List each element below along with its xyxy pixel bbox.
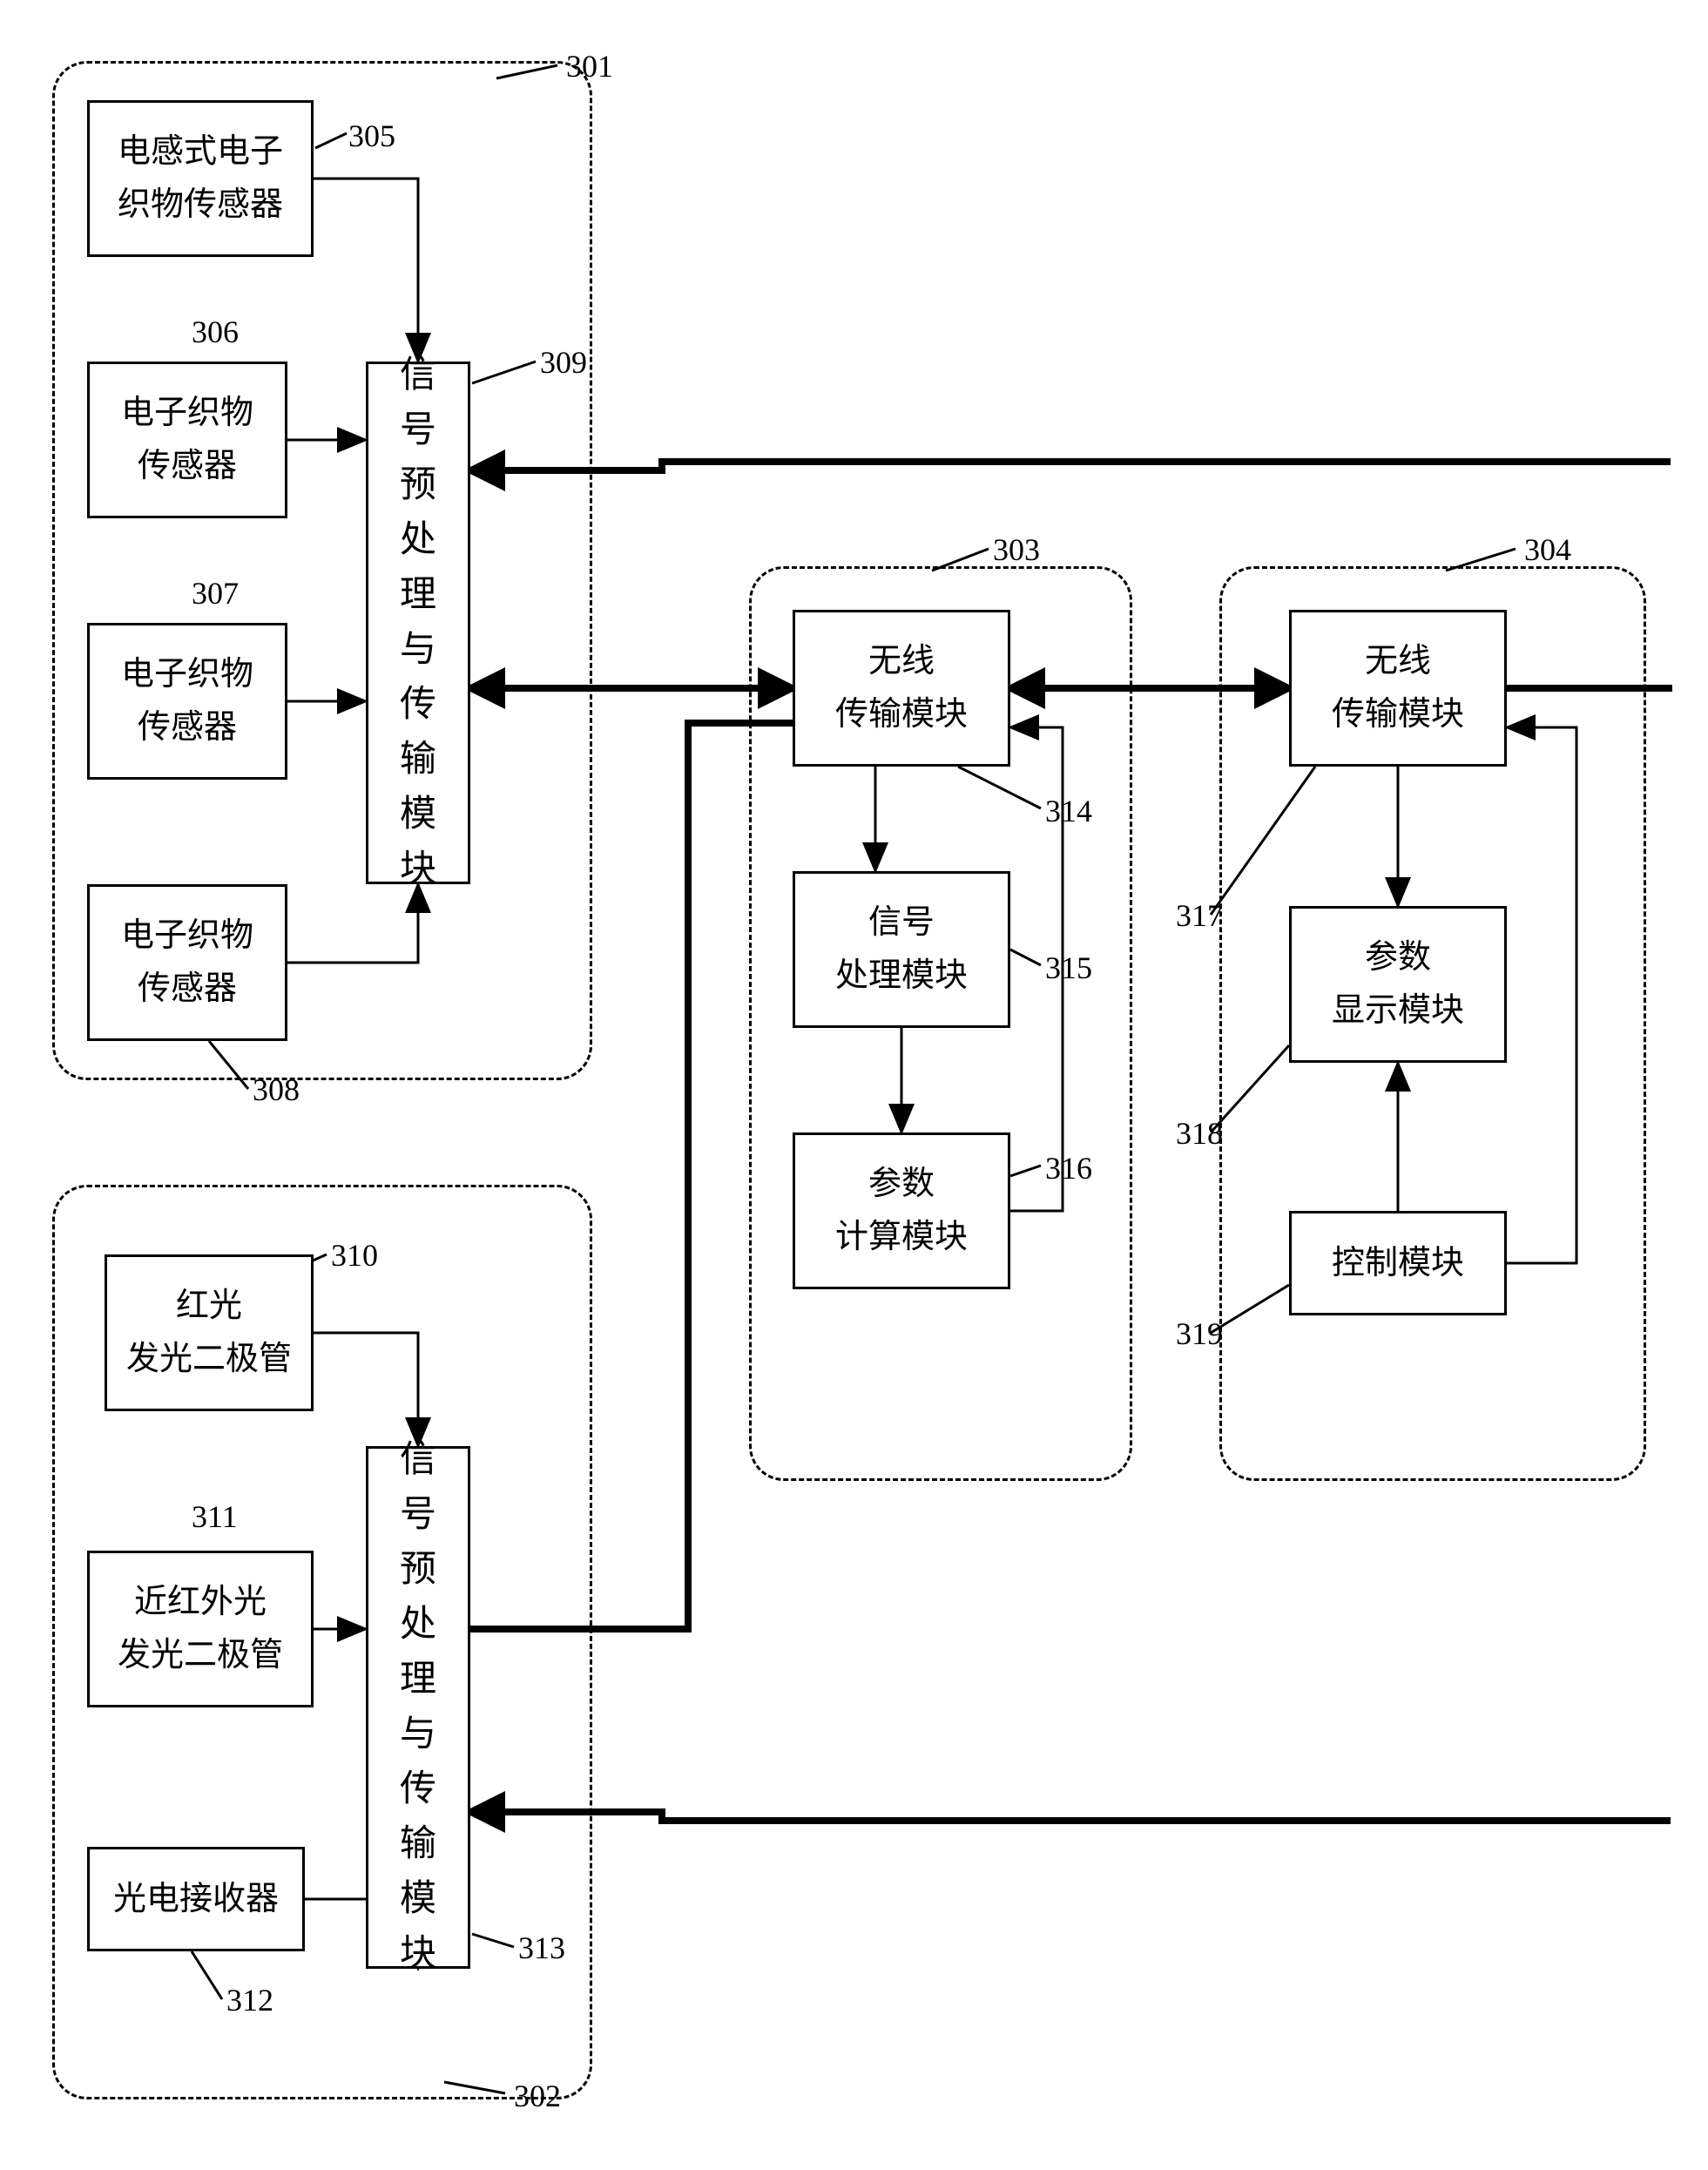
box-b310: 红光发光二极管 (105, 1254, 314, 1411)
vbox-char: 理 (400, 568, 436, 623)
box-line: 传感器 (138, 963, 237, 1016)
box-line: 传输模块 (1332, 688, 1464, 741)
vbox-char: 号 (400, 403, 436, 458)
ref-r309: 309 (540, 344, 587, 381)
box-b307: 电子织物传感器 (87, 623, 287, 780)
box-line: 计算模块 (835, 1211, 968, 1264)
box-b311: 近红外光发光二极管 (87, 1551, 314, 1707)
vbox-char: 处 (400, 1598, 436, 1653)
box-line: 显示模块 (1332, 984, 1464, 1038)
box-line: 处理模块 (835, 950, 968, 1003)
box-b315: 信号处理模块 (793, 871, 1010, 1028)
ref-r317: 317 (1176, 897, 1223, 934)
box-line: 无线 (868, 635, 935, 688)
box-line: 信号 (868, 896, 935, 950)
box-b318: 参数显示模块 (1289, 906, 1507, 1063)
box-line: 红光 (176, 1280, 242, 1333)
ref-r312: 312 (226, 1982, 273, 2018)
vbox-char: 块 (400, 1927, 436, 1982)
box-b306: 电子织物传感器 (87, 362, 287, 518)
box-line: 参数 (1365, 931, 1431, 984)
vbox-char: 传 (400, 1762, 436, 1817)
box-line: 织物传感器 (118, 179, 283, 232)
diagram-canvas: 电感式电子织物传感器电子织物传感器电子织物传感器电子织物传感器红光发光二极管近红… (35, 35, 1672, 2126)
box-line: 传感器 (138, 701, 237, 754)
box-line: 传感器 (138, 440, 237, 493)
vbox-char: 块 (400, 842, 436, 897)
connector (470, 1812, 1671, 1821)
ref-r310: 310 (331, 1237, 378, 1274)
box-line: 光电接收器 (113, 1873, 279, 1926)
box-b317: 无线传输模块 (1289, 610, 1507, 767)
box-b312: 光电接收器 (87, 1847, 305, 1951)
ref-r303: 303 (993, 531, 1040, 568)
ref-r313: 313 (518, 1930, 565, 1966)
ref-r307: 307 (192, 575, 239, 612)
ref-r302: 302 (514, 2078, 561, 2114)
vbox-char: 预 (400, 458, 436, 513)
vbox-char: 号 (400, 1488, 436, 1543)
vbox-char: 信 (400, 1433, 436, 1488)
box-line: 控制模块 (1332, 1237, 1464, 1290)
box-line: 电感式电子 (118, 125, 283, 179)
vbox-char: 输 (400, 1817, 436, 1872)
ref-r314: 314 (1045, 793, 1092, 829)
box-line: 参数 (868, 1158, 935, 1211)
ref-r319: 319 (1176, 1315, 1223, 1352)
box-line: 发光二极管 (118, 1629, 283, 1682)
vbox-char: 输 (400, 733, 436, 788)
ref-r305: 305 (348, 118, 395, 154)
box-b316: 参数计算模块 (793, 1132, 1010, 1289)
box-line: 近红外光 (134, 1576, 267, 1629)
ref-r315: 315 (1045, 950, 1092, 986)
box-line: 电子织物 (121, 909, 253, 963)
connector (470, 462, 1671, 470)
box-line: 电子织物 (121, 387, 253, 440)
vbox-char: 与 (400, 623, 436, 678)
vbox-v313: 信号预处理与传输模块 (366, 1446, 470, 1969)
ref-r301: 301 (566, 48, 613, 85)
box-line: 传输模块 (835, 688, 968, 741)
vbox-char: 模 (400, 1872, 436, 1927)
vbox-char: 理 (400, 1653, 436, 1707)
vbox-char: 传 (400, 678, 436, 733)
ref-r316: 316 (1045, 1150, 1092, 1186)
vbox-char: 模 (400, 788, 436, 842)
box-b319: 控制模块 (1289, 1211, 1507, 1315)
vbox-char: 与 (400, 1707, 436, 1762)
vbox-v309: 信号预处理与传输模块 (366, 362, 470, 884)
ref-r318: 318 (1176, 1115, 1223, 1152)
box-b305: 电感式电子织物传感器 (87, 100, 314, 257)
box-line: 无线 (1365, 635, 1431, 688)
box-b314: 无线传输模块 (793, 610, 1010, 767)
box-line: 电子织物 (121, 648, 253, 701)
vbox-char: 信 (400, 348, 436, 403)
ref-r311: 311 (192, 1498, 238, 1535)
vbox-char: 处 (400, 513, 436, 568)
ref-r306: 306 (192, 314, 239, 350)
box-b308: 电子织物传感器 (87, 884, 287, 1041)
ref-r304: 304 (1524, 531, 1571, 568)
ref-r308: 308 (253, 1071, 300, 1108)
vbox-char: 预 (400, 1543, 436, 1598)
box-line: 发光二极管 (126, 1333, 292, 1386)
